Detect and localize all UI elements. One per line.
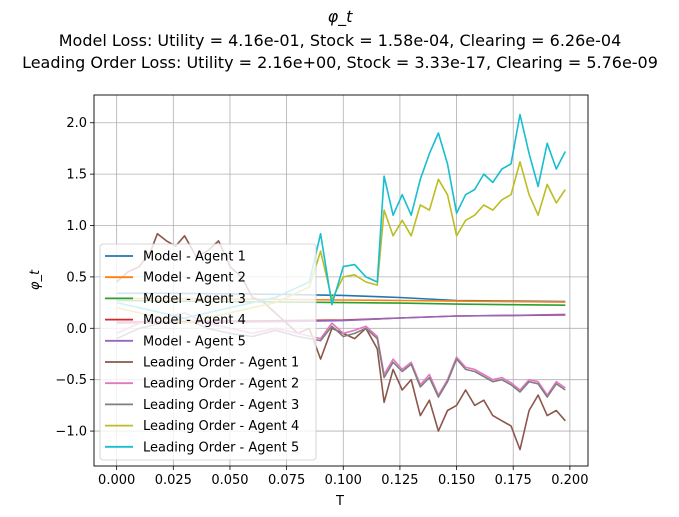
chart-subtitle-line-1: Model Loss: Utility = 4.16e-01, Stock = … bbox=[59, 31, 622, 50]
legend-entry: Model - Agent 3 bbox=[143, 292, 246, 307]
legend-entry: Leading Order - Agent 4 bbox=[143, 419, 299, 434]
x-tick-label: 0.175 bbox=[495, 473, 532, 488]
x-tick-label: 0.025 bbox=[155, 473, 192, 488]
axes-frame bbox=[93, 94, 589, 467]
x-tick-label: 0.150 bbox=[438, 473, 475, 488]
y-tick-label: 0.5 bbox=[66, 270, 87, 285]
y-tick-label: 0.0 bbox=[66, 322, 87, 337]
x-tick-label: 0.050 bbox=[211, 473, 248, 488]
x-tick-label: 0.100 bbox=[325, 473, 362, 488]
x-tick-layer: 0.000 0.025 0.050 0.075 0.100 0.125 0.150 0.175… bbox=[98, 466, 588, 488]
y-axis-label: φ_t bbox=[28, 269, 43, 290]
x-tick-label: 0.075 bbox=[268, 473, 305, 488]
x-axis-label: T bbox=[335, 494, 344, 509]
x-tick-label: 0.200 bbox=[551, 473, 588, 488]
y-tick-label: 2.0 bbox=[66, 116, 87, 131]
y-tick-label: −1.0 bbox=[55, 425, 87, 440]
y-tick-label: −0.5 bbox=[55, 373, 87, 388]
legend-entry: Leading Order - Agent 3 bbox=[143, 398, 299, 413]
legend: Model - Agent 1 Model - Agent 2 Model - Ag… bbox=[99, 243, 317, 461]
legend-entry: Leading Order - Agent 2 bbox=[143, 377, 299, 392]
legend-entry: Model - Agent 1 bbox=[143, 250, 246, 265]
legend-entry: Leading Order - Agent 1 bbox=[143, 356, 299, 371]
legend-entry: Model - Agent 5 bbox=[143, 334, 246, 349]
chart-title: φ_t bbox=[328, 7, 354, 27]
x-tick-label: 0.125 bbox=[381, 473, 418, 488]
chart-subtitle-line-2: Leading Order Loss: Utility = 2.16e+00, … bbox=[22, 53, 658, 72]
legend-entry: Model - Agent 4 bbox=[143, 313, 246, 328]
legend-entry: Leading Order - Agent 5 bbox=[143, 440, 299, 455]
y-tick-label: 1.0 bbox=[66, 219, 87, 234]
legend-entry: Model - Agent 2 bbox=[143, 271, 246, 286]
y-tick-layer: −1.0 −0.5 0.0 0.5 1.0 1.5 2.0 bbox=[55, 116, 94, 440]
y-tick-label: 1.5 bbox=[66, 168, 87, 183]
x-tick-label: 0.000 bbox=[98, 473, 135, 488]
legend-box bbox=[99, 243, 317, 461]
